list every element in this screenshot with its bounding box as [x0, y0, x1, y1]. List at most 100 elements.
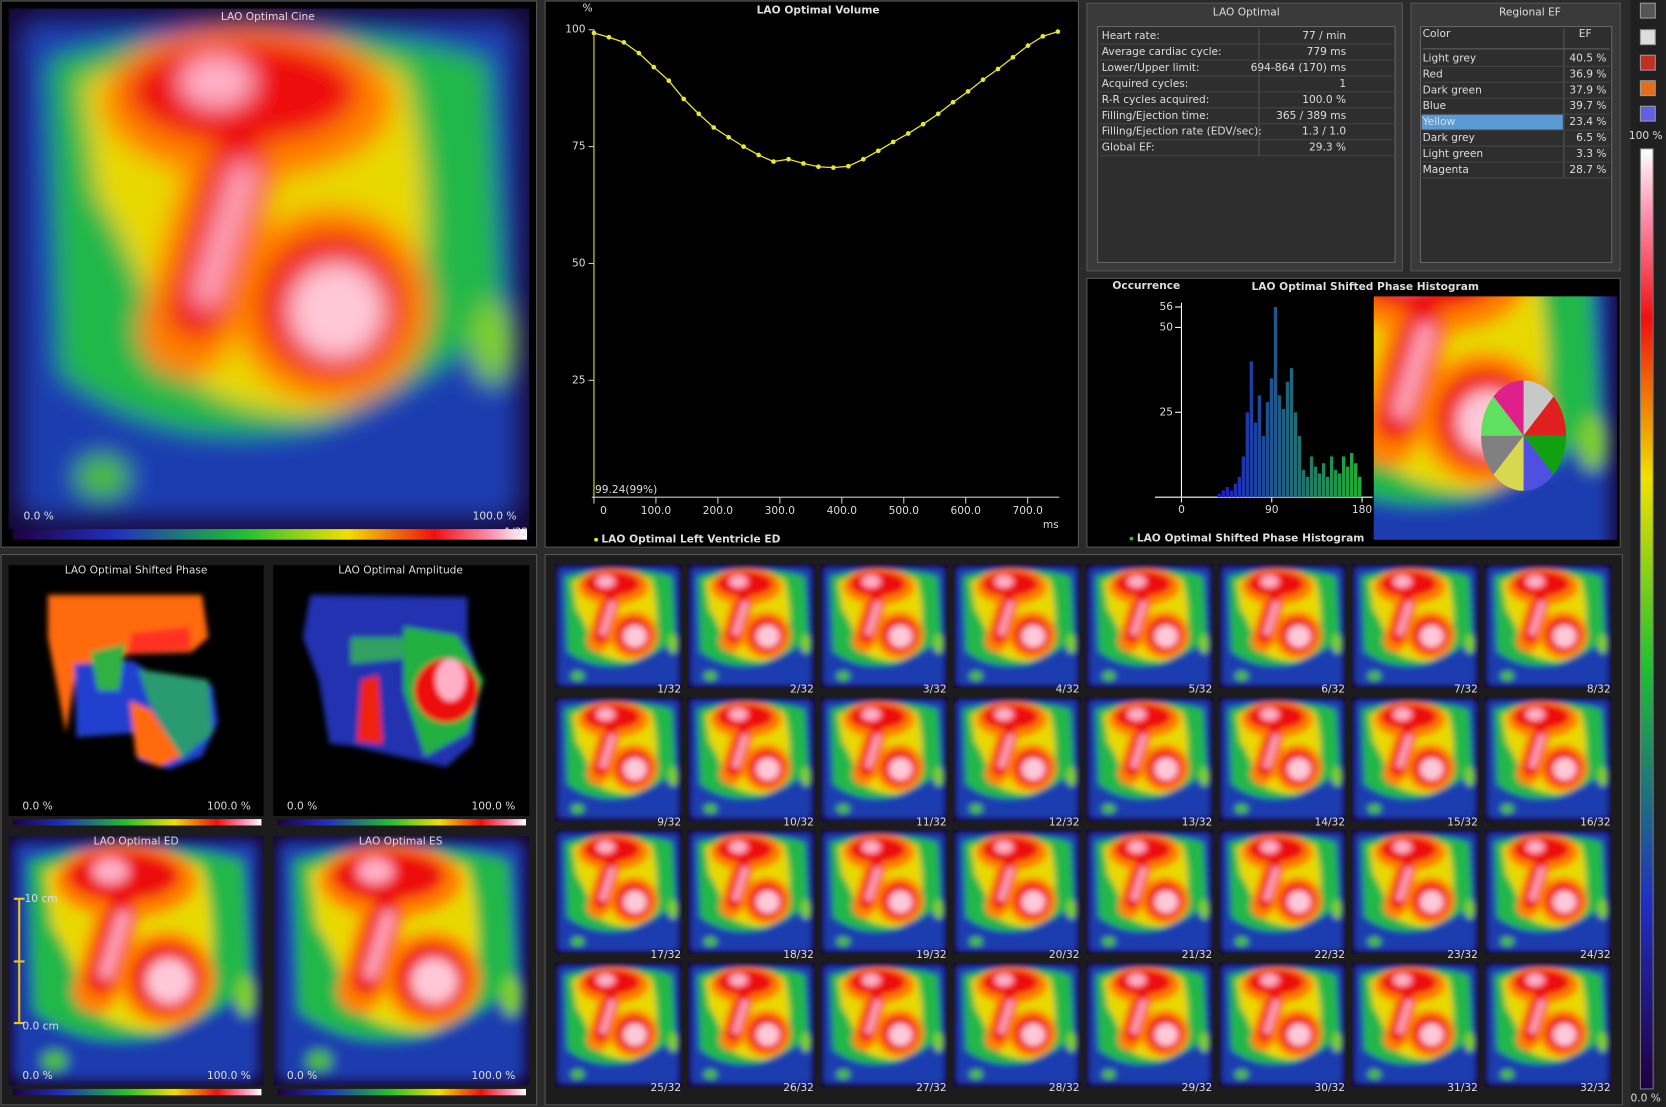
volume-point — [726, 134, 732, 140]
toolbar-buttons[interactable] — [1639, 2, 1656, 122]
max-label: 100.0 % — [207, 799, 251, 812]
panel-title: LAO Optimal Shifted Phase — [65, 563, 208, 576]
frame-image — [953, 697, 1080, 821]
tool-button[interactable] — [1639, 2, 1656, 19]
histogram-bar — [1249, 361, 1254, 498]
frame-image — [1086, 830, 1213, 954]
volume-point — [995, 66, 1001, 72]
histogram-bar — [1329, 456, 1334, 498]
region-sector — [1523, 396, 1567, 436]
frame-label: 29/32 — [1182, 1081, 1213, 1094]
panel-title: LAO Optimal Amplitude — [338, 563, 463, 576]
panel-title: LAO Optimal Cine — [221, 10, 315, 23]
panel-title: LAO Optimal ES — [359, 834, 443, 847]
x-tick-label: 300.0 — [765, 504, 796, 517]
histogram-bar — [1277, 395, 1282, 498]
volume-point — [950, 99, 956, 105]
frame-image — [820, 564, 947, 688]
y-tick-label: 75 — [572, 140, 586, 153]
frame-label: 18/32 — [783, 948, 814, 961]
max-label: 100.0 % — [472, 1069, 516, 1082]
frame-image — [555, 697, 682, 821]
y-tick-label: 50 — [572, 256, 586, 269]
tool-button[interactable] — [1639, 105, 1656, 122]
frame-label: 8/32 — [1587, 682, 1611, 695]
histogram-bar — [1309, 456, 1314, 498]
info-label: Filling/Ejection rate (EDV/sec): — [1102, 125, 1262, 138]
frame-image — [1351, 697, 1478, 821]
volume-point — [831, 165, 836, 170]
volume-point — [666, 78, 672, 84]
info-value: 1 — [1339, 77, 1346, 90]
region-ef: 37.9 % — [1569, 83, 1606, 96]
frame-image — [1484, 564, 1611, 688]
volume-point — [890, 139, 896, 145]
volume-point — [935, 111, 941, 117]
tool-button[interactable] — [1639, 54, 1656, 71]
frame-label: 14/32 — [1314, 815, 1345, 828]
histogram-bar — [1285, 381, 1290, 498]
volume-point — [741, 144, 746, 149]
x-tick-label: 100.0 — [641, 504, 672, 517]
legend-label: LAO Optimal Left Ventricle ED — [601, 533, 780, 546]
x-tick-label: 0 — [1178, 503, 1185, 516]
frame-image — [687, 697, 814, 821]
x-tick-label: 180 — [1352, 503, 1372, 516]
info-value: 779 ms — [1307, 45, 1347, 58]
x-tick-label: 400.0 — [827, 504, 858, 517]
legend-marker — [1129, 536, 1134, 541]
histogram-bar — [1305, 476, 1310, 498]
frame-label: 30/32 — [1314, 1081, 1345, 1094]
info-label: Heart rate: — [1102, 29, 1160, 42]
y-tick-label: 25 — [1159, 405, 1173, 418]
regional-sectors — [1481, 380, 1567, 491]
region-name: Yellow — [1422, 115, 1456, 128]
frame-image — [687, 830, 814, 954]
frame-image — [953, 564, 1080, 688]
scale-label: 0.0 cm — [22, 1019, 58, 1032]
volume-point — [696, 111, 702, 117]
region-sector — [1493, 435, 1524, 491]
colorbar — [12, 819, 262, 826]
frame-image — [1351, 963, 1478, 1087]
histogram-bar — [1281, 408, 1286, 498]
histogram-bar — [1337, 473, 1342, 498]
frame-label: 6/32 — [1321, 682, 1345, 695]
y-axis-label: % — [583, 1, 593, 14]
volume-point — [756, 152, 761, 158]
max-label: 100.0 % — [472, 799, 516, 812]
region-sector — [1481, 435, 1524, 475]
histogram-bar — [1317, 473, 1322, 498]
frame-image — [1086, 963, 1213, 1087]
histogram-bar — [1229, 490, 1233, 498]
frame-image — [1484, 963, 1611, 1087]
frame-image — [1219, 697, 1346, 821]
tool-button[interactable] — [1639, 29, 1656, 46]
info-label: Lower/Upper limit: — [1102, 61, 1200, 74]
info-value: 1.3 / 1.0 — [1302, 125, 1346, 138]
frame-image — [1219, 830, 1346, 954]
panel-title: LAO Optimal — [1213, 6, 1280, 19]
frame-label: 25/32 — [651, 1081, 682, 1094]
frame-label: 1/32 — [657, 682, 681, 695]
min-label: 0.0 % — [23, 509, 53, 522]
legend-label: LAO Optimal Shifted Phase Histogram — [1137, 532, 1364, 545]
region-name: Light green — [1423, 147, 1484, 160]
frame-label: 26/32 — [783, 1081, 814, 1094]
tool-button[interactable] — [1639, 80, 1656, 97]
cine-image — [9, 8, 530, 529]
volume-point — [846, 163, 851, 169]
max-label: 100.0 % — [207, 1069, 251, 1082]
max-label: 100.0 % — [473, 509, 517, 522]
volume-point — [711, 125, 717, 130]
annotation: 99.24(99%) — [595, 483, 657, 496]
frame-label: 32/32 — [1580, 1081, 1611, 1094]
volume-point — [681, 96, 687, 102]
histogram-bar — [1333, 470, 1338, 498]
frame-image — [687, 963, 814, 1087]
volume-point — [786, 156, 791, 162]
volume-point — [1055, 29, 1061, 34]
info-label: Global EF: — [1102, 141, 1155, 154]
frame-label: 2/32 — [790, 682, 814, 695]
frame-image — [1484, 830, 1611, 954]
